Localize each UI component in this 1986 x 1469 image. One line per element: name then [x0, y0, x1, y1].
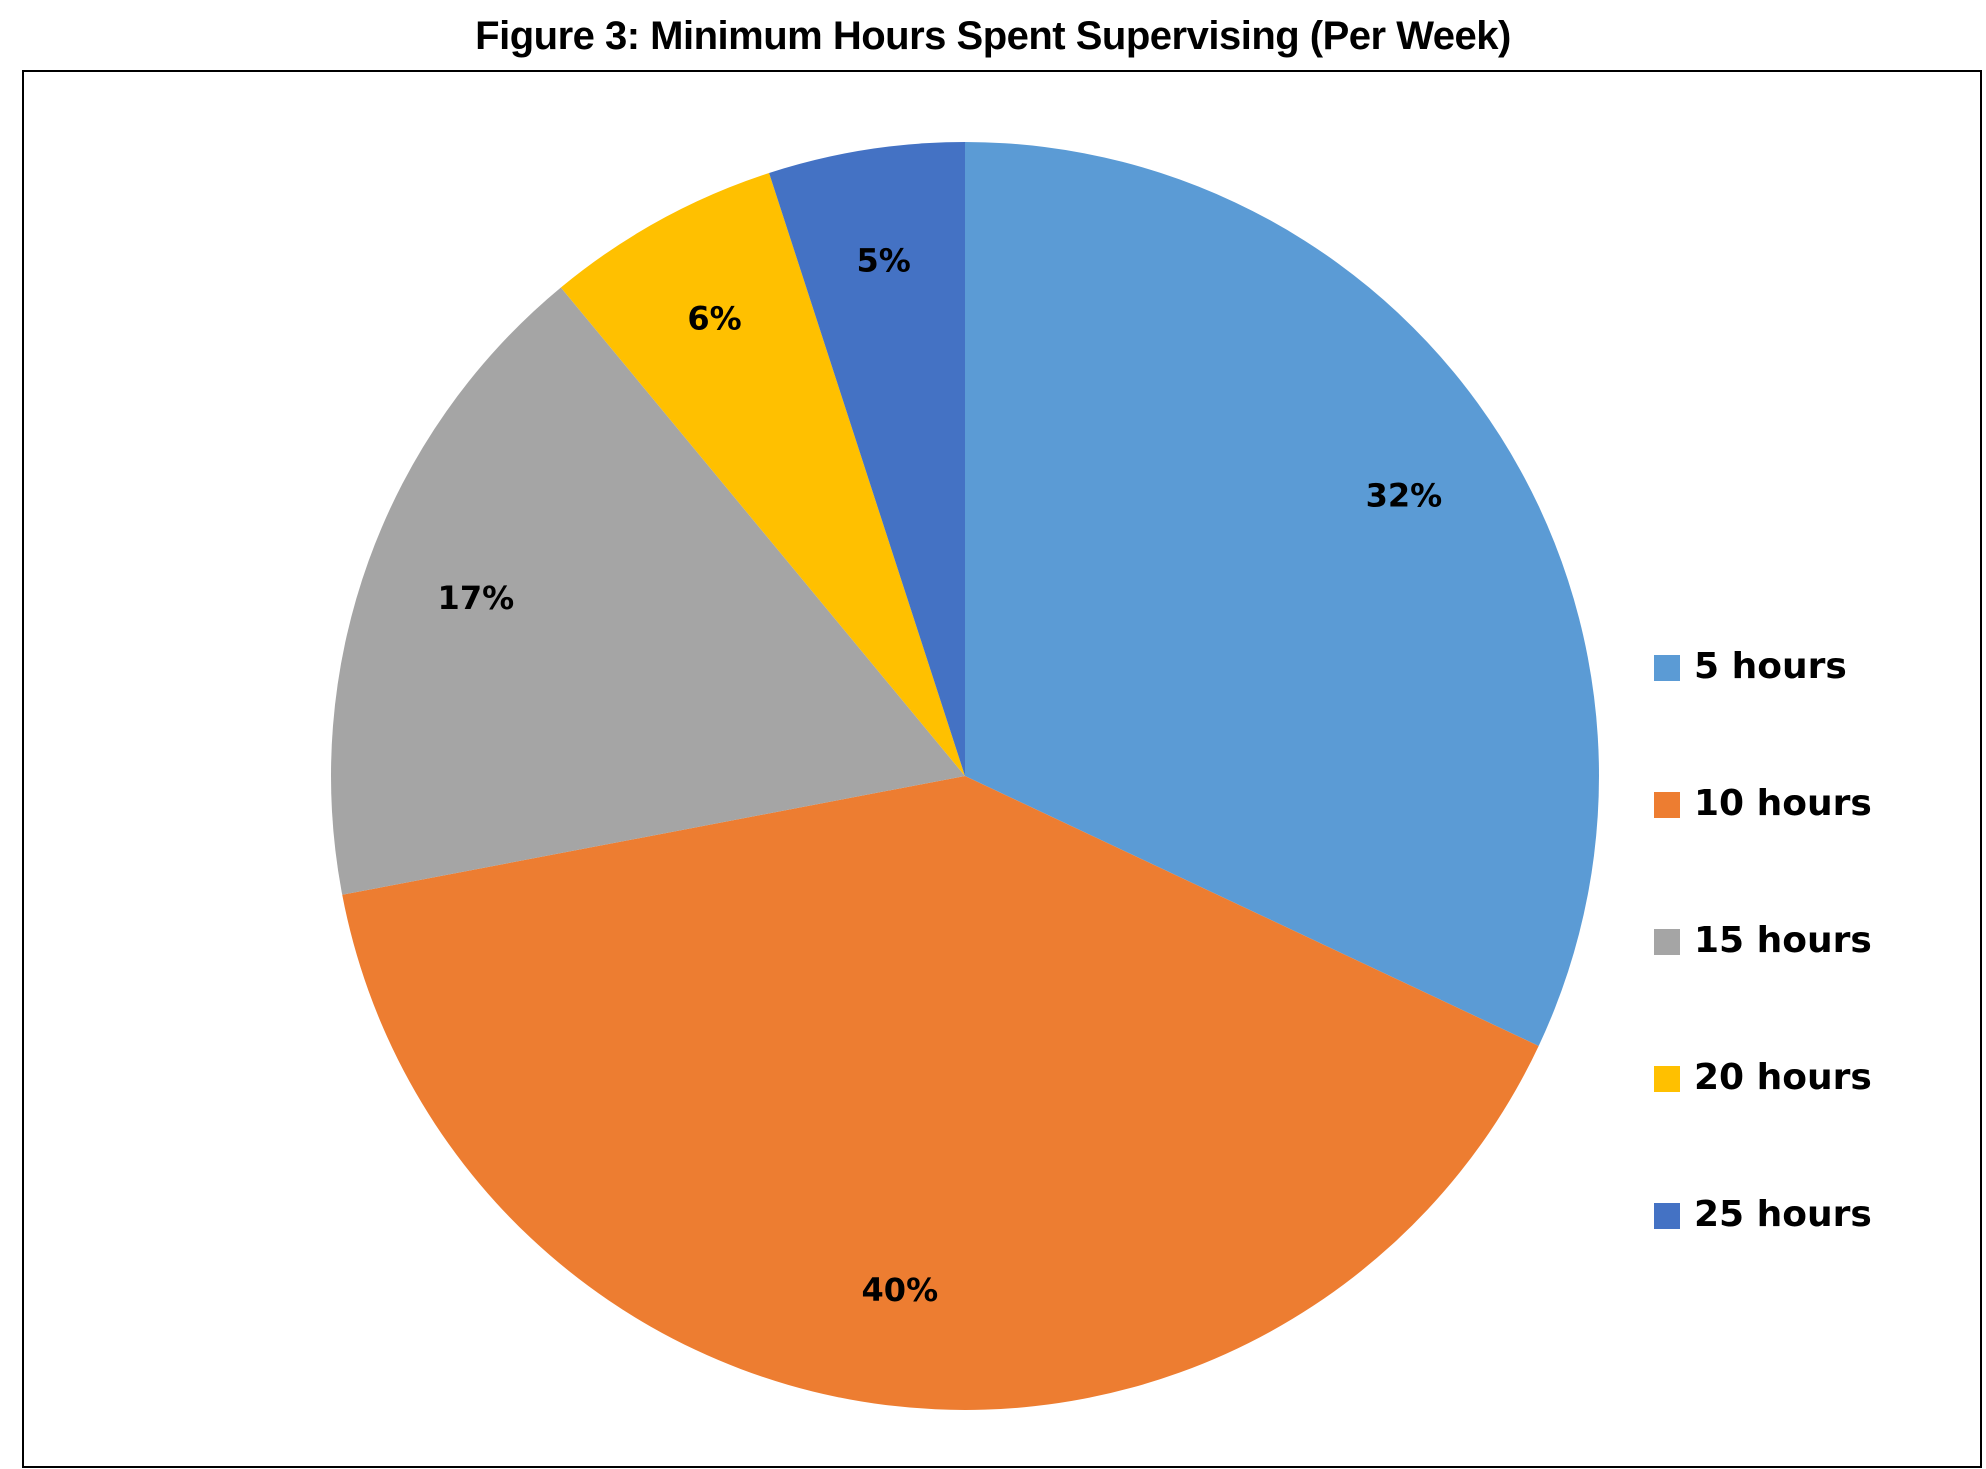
legend-swatch — [1654, 929, 1680, 955]
legend-swatch — [1654, 655, 1680, 681]
legend: 5 hours 10 hours 15 hours 20 hours 25 hours — [1654, 646, 1872, 1235]
pie-data-label: 6% — [687, 299, 741, 337]
legend-label: 20 hours — [1694, 1057, 1872, 1098]
pie-slice — [965, 142, 1599, 1046]
pie-slice — [560, 173, 965, 777]
pie-slices — [331, 142, 1599, 1411]
pie-data-label: 40% — [862, 1271, 939, 1309]
pie-slice — [331, 287, 965, 895]
chart-frame — [22, 70, 1982, 1468]
pie-slice — [769, 142, 965, 776]
pie-data-labels: 32% 40% 17% 6% 5% — [438, 242, 1443, 1309]
legend-label: 5 hours — [1694, 646, 1847, 687]
pie-data-label: 17% — [438, 579, 515, 617]
legend-swatch — [1654, 1203, 1680, 1229]
pie-slice — [342, 776, 1539, 1411]
pie-data-label: 32% — [1366, 476, 1443, 514]
chart-title: Figure 3: Minimum Hours Spent Supervisin… — [475, 14, 1511, 58]
legend-label: 25 hours — [1694, 1194, 1872, 1235]
pie-data-label: 5% — [857, 242, 911, 280]
legend-label: 15 hours — [1694, 920, 1872, 961]
legend-swatch — [1654, 1066, 1680, 1092]
legend-label: 10 hours — [1694, 783, 1872, 824]
legend-swatch — [1654, 792, 1680, 818]
